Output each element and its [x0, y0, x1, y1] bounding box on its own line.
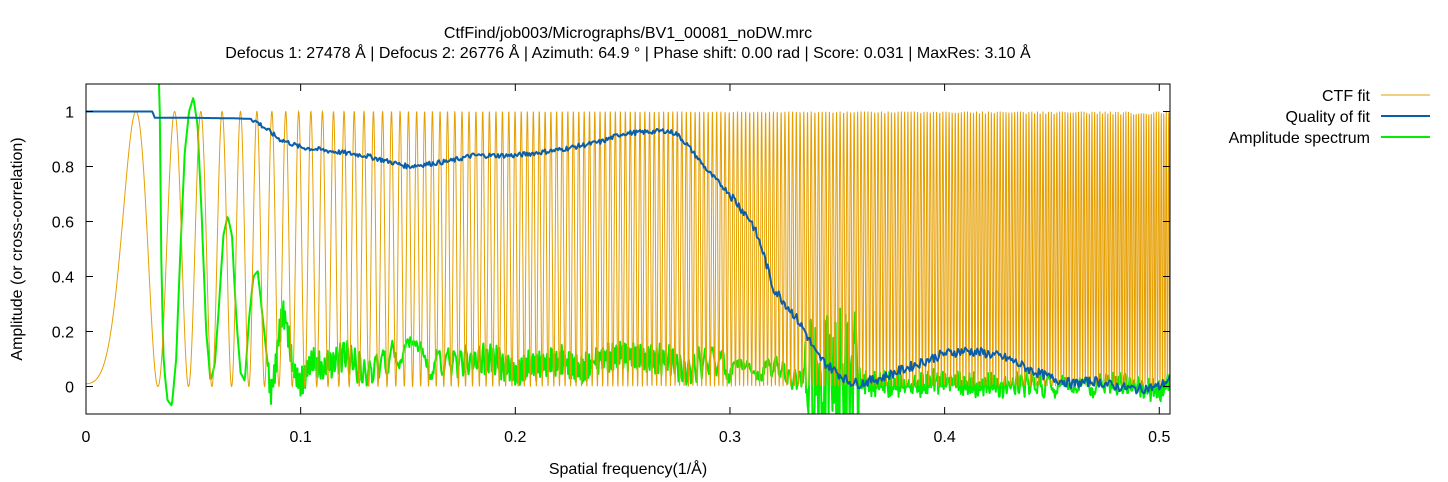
- series-layer: [86, 84, 1170, 414]
- legend-label-amplitude-spectrum: Amplitude spectrum: [1229, 130, 1370, 147]
- chart-title: CtfFind/job003/Micrographs/BV1_00081_noD…: [444, 25, 812, 42]
- x-tick-label: 0.4: [933, 429, 955, 446]
- x-axis: 0 0.1 0.2 0.3 0.4 0.5: [82, 84, 1170, 446]
- legend-label-ctf-fit: CTF fit: [1322, 88, 1371, 105]
- x-tick-label: 0.1: [290, 429, 312, 446]
- y-tick-label: 1: [65, 105, 74, 122]
- y-tick-label: 0.8: [52, 160, 74, 177]
- x-tick-label: 0.5: [1148, 429, 1170, 446]
- y-axis: 0 0.2 0.4 0.6 0.8 1: [52, 105, 1170, 397]
- quality-of-fit-line: [86, 110, 1170, 395]
- legend-label-quality-of-fit: Quality of fit: [1286, 109, 1371, 126]
- y-tick-label: 0.4: [52, 270, 74, 287]
- x-tick-label: 0.2: [504, 429, 526, 446]
- x-axis-label: Spatial frequency(1/Å): [549, 459, 707, 478]
- ctf-fit-line: [86, 109, 1170, 389]
- legend: CTF fit Quality of fit Amplitude spectrum: [1229, 88, 1430, 147]
- y-tick-label: 0: [65, 380, 74, 397]
- chart-subtitle: Defocus 1: 27478 Å | Defocus 2: 26776 Å …: [225, 43, 1031, 62]
- y-tick-label: 0.6: [52, 215, 74, 232]
- y-tick-label: 0.2: [52, 325, 74, 342]
- y-axis-label: Amplitude (or cross-correlation): [9, 137, 26, 360]
- plot-frame: [85, 83, 1171, 415]
- x-tick-label: 0: [82, 429, 91, 446]
- x-tick-label: 0.3: [719, 429, 741, 446]
